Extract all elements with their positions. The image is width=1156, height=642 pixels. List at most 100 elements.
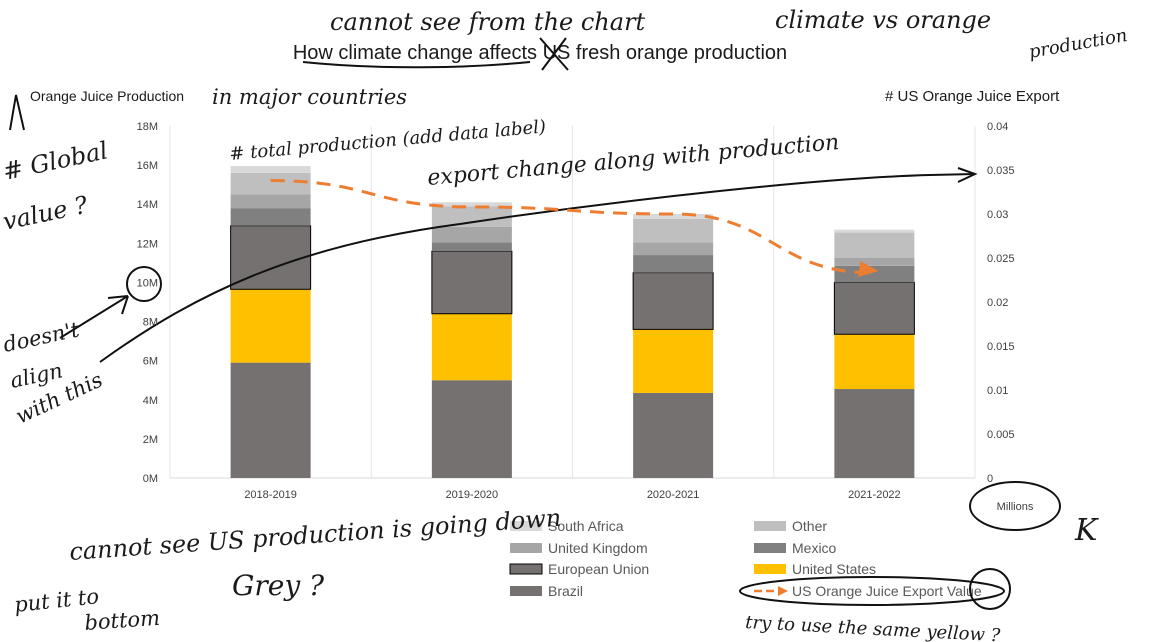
bar-brazil	[834, 389, 915, 478]
bar-european-union	[431, 250, 513, 315]
curve-arrow-head	[957, 167, 978, 183]
note-climate-vs-orange: climate vs orange	[775, 6, 991, 34]
bar-south-africa	[834, 229, 915, 233]
left-tick-label: 18M	[137, 121, 158, 133]
title-underline	[302, 61, 531, 69]
note-us-going-down: cannot see US production is going down	[68, 504, 562, 566]
bar-united-states	[230, 289, 311, 363]
bar-brazil	[633, 392, 714, 478]
legend-us-circle	[969, 568, 1011, 610]
right-tick-label: 0.025	[987, 253, 1015, 265]
tick-10m-circle	[126, 266, 162, 302]
right-tick-label: 0.04	[987, 121, 1008, 133]
left-tick-label: 0M	[143, 473, 158, 485]
bars	[230, 166, 915, 478]
right-axis-title: # US Orange Juice Export	[885, 88, 1060, 105]
bar-united-kingdom	[230, 194, 311, 209]
legend-label-mexico: Mexico	[792, 540, 837, 556]
left-tick-label: 12M	[137, 238, 158, 250]
note-doesnt: doesn't	[1, 317, 82, 357]
bar-mexico	[633, 255, 714, 273]
left-tick-label: 10M	[137, 277, 158, 289]
bar-mexico	[834, 265, 915, 283]
right-tick-label: 0.01	[987, 385, 1008, 397]
legend-export-circle	[739, 576, 1005, 606]
bar-united-states	[633, 329, 714, 393]
legend: South Africa Other United Kingdom Mexico Eur…	[509, 518, 982, 599]
bar-united-states	[431, 313, 512, 381]
note-k: K	[1074, 513, 1099, 548]
right-tick-label: 0.035	[987, 165, 1015, 177]
bar-mexico	[431, 242, 512, 252]
bar-other	[834, 232, 915, 258]
x-tick-label: 2021-2022	[848, 489, 901, 501]
note-cannot-see: cannot see from the chart	[330, 8, 646, 36]
us-export-value-line	[270, 179, 875, 275]
doesnt-align-arrow	[59, 295, 129, 339]
legend-swatch-south-africa	[510, 521, 542, 531]
hand-drawn-trend-curve	[99, 173, 976, 363]
bar-other	[431, 206, 512, 227]
note-same-yellow: try to use the same yellow ?	[745, 612, 1001, 642]
left-tick-label: 6M	[143, 356, 158, 368]
bar-brazil	[230, 362, 311, 478]
bar-mexico	[230, 208, 311, 226]
legend-swatch-brazil	[510, 586, 542, 596]
right-tick-label: 0	[987, 473, 993, 485]
legend-arrow-us-orange-juice-export-value	[778, 586, 788, 596]
note-global-1: # Global	[0, 136, 110, 186]
right-tick-label: 0.03	[987, 209, 1008, 221]
note-grey: Grey ?	[232, 569, 325, 602]
note-total-production: # total production (add data label)	[229, 116, 547, 165]
legend-label-us-orange-juice-export-value: US Orange Juice Export Value	[792, 583, 982, 599]
legend-swatch-united-states	[754, 564, 786, 574]
bar-south-africa	[633, 214, 714, 219]
note-in-major-countries: in major countries	[212, 85, 407, 109]
right-tick-label: 0.005	[987, 429, 1015, 441]
bar-united-kingdom	[431, 226, 512, 243]
legend-label-european-union: European Union	[548, 561, 649, 577]
right-axis-ticks: 0 0.005 0.01 0.015 0.02 0.025 0.03 0.035 0.04	[987, 121, 1015, 485]
note-production: production	[1027, 25, 1129, 63]
bar-united-states	[834, 334, 915, 390]
x-tick-label: 2019-2020	[446, 489, 499, 501]
left-tick-label: 8M	[143, 317, 158, 329]
note-caret	[9, 94, 25, 131]
bar-south-africa	[431, 202, 512, 207]
left-tick-label: 16M	[137, 160, 158, 172]
x-tick-label: 2018-2019	[244, 489, 297, 501]
bar-other	[633, 218, 714, 243]
legend-swatch-united-kingdom	[510, 543, 542, 553]
legend-label-south-africa: South Africa	[548, 518, 624, 534]
legend-swatch-european-union	[509, 563, 543, 575]
left-tick-label: 4M	[143, 395, 158, 407]
bar-other	[230, 172, 311, 195]
strike-us-mark	[539, 37, 569, 71]
legend-label-other: Other	[792, 518, 827, 534]
bar-brazil	[431, 380, 512, 478]
legend-swatch-other	[754, 521, 786, 531]
left-axis-title: Orange Juice Production	[30, 88, 184, 104]
legend-label-brazil: Brazil	[548, 583, 583, 599]
left-axis-ticks: 0M 2M 4M 6M 8M 10M 12M 14M 16M 18M	[137, 121, 158, 485]
millions-circle	[969, 481, 1061, 531]
x-tick-label: 2020-2021	[647, 489, 700, 501]
chart-title: How climate change affects US fresh oran…	[293, 42, 787, 64]
x-axis-ticks: 2018-2019 2019-2020 2020-2021 2021-2022	[244, 489, 900, 501]
bar-united-kingdom	[633, 242, 714, 256]
legend-label-united-states: United States	[792, 561, 876, 577]
us-export-arrow-head	[858, 260, 879, 277]
left-tick-label: 2M	[143, 434, 158, 446]
bar-european-union	[833, 281, 915, 335]
bar-united-kingdom	[834, 258, 915, 266]
legend-label-united-kingdom: United Kingdom	[548, 540, 648, 556]
bar-european-union	[632, 272, 714, 330]
note-global-2: value ?	[0, 191, 90, 236]
right-tick-label: 0.015	[987, 341, 1015, 353]
bar-south-africa	[230, 166, 311, 173]
legend-swatch-mexico	[754, 543, 786, 553]
right-axis-unit: Millions	[997, 501, 1034, 513]
right-tick-label: 0.02	[987, 297, 1008, 309]
left-tick-label: 14M	[137, 199, 158, 211]
